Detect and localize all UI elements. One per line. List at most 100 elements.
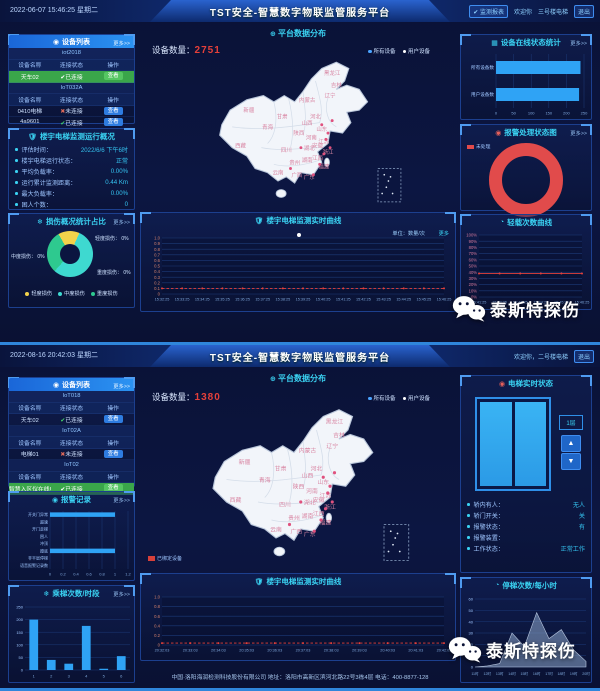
svg-text:云南: 云南: [270, 525, 282, 533]
device-name: 智慧入区仪在线电梯: [9, 486, 51, 493]
svg-text:贵州: 贵州: [288, 514, 300, 522]
header-datetime: 2022-06-07 15:46:25 星期二: [10, 7, 98, 14]
svg-text:15:36:25: 15:36:25: [235, 298, 250, 302]
more-link[interactable]: 更多>>: [113, 384, 130, 390]
device-action-cell: 查看: [92, 415, 134, 424]
more-link[interactable]: 更多>>: [113, 220, 130, 226]
svg-text:湖南: 湖南: [302, 512, 314, 520]
elevator-down-button[interactable]: ▼: [561, 453, 581, 470]
legend-item: 中度损伤: [58, 290, 85, 297]
view-button[interactable]: 查看: [103, 118, 123, 127]
column-header: 连接状态: [59, 475, 84, 482]
svg-text:黑龙江: 黑龙江: [326, 417, 344, 425]
svg-text:超速: 超速: [40, 518, 48, 524]
more-link[interactable]: 更多>>: [570, 41, 587, 47]
legend-item: 重度损伤: [90, 290, 118, 297]
footer-company-info: 中国·洛阳海润检测科技股份有限公司 地址：洛阳市高新区滨河北路22号3栋4层 电…: [171, 675, 429, 681]
watermark: 泰斯特探伤: [452, 294, 580, 322]
rt-title: 楼宇电梯监测实时曲线: [266, 216, 342, 225]
more-link[interactable]: 更多>>: [113, 592, 130, 598]
nav-link[interactable]: ✔ 监测报表: [469, 4, 508, 18]
svg-text:0.8: 0.8: [154, 604, 160, 609]
realtime-curve-panel: 🛡 楼宇电梯监测实时曲线 1.0 0.8 0.6 0.4 0.2 0 20:32:03 20:…: [140, 573, 456, 661]
info-label: 工作状态：: [473, 546, 504, 553]
more-link[interactable]: 更多: [438, 231, 449, 237]
svg-text:河南: 河南: [306, 487, 318, 495]
nav-link[interactable]: 退出: [573, 349, 594, 363]
device-count-value: 2751: [194, 45, 221, 56]
device-action-cell: 查看: [92, 484, 134, 493]
svg-text:12时: 12时: [484, 671, 492, 676]
svg-text:山东: 山东: [316, 125, 327, 133]
svg-text:15:44:25: 15:44:25: [396, 298, 411, 302]
elevator-up-button[interactable]: ▲: [561, 435, 581, 452]
svg-text:0.7: 0.7: [154, 252, 160, 257]
wechat-icon: [448, 637, 482, 663]
nav-link[interactable]: 退出: [573, 4, 594, 18]
device-status: ✔已连接: [60, 417, 83, 424]
svg-text:18时: 18时: [558, 671, 566, 676]
nav-link[interactable]: 欢迎你: [513, 9, 532, 16]
globe-icon: ⊕: [269, 31, 276, 38]
svg-text:50%: 50%: [469, 264, 478, 269]
svg-text:50: 50: [469, 608, 474, 613]
info-label: 轿内有人：: [473, 502, 504, 509]
more-link[interactable]: 更多>>: [570, 131, 587, 137]
more-link[interactable]: 更多>>: [113, 41, 130, 47]
view-button[interactable]: 查看: [103, 106, 123, 115]
svg-text:0: 0: [21, 668, 24, 673]
svg-text:15:39:25: 15:39:25: [296, 298, 311, 302]
connected-icon: ✔: [60, 486, 66, 493]
svg-text:0: 0: [471, 665, 474, 670]
list-icon: ◉: [52, 381, 60, 389]
svg-text:江西: 江西: [312, 155, 323, 162]
info-row: 轿内有人： 无人: [461, 499, 591, 510]
donut-callout: 轻度损伤： 0%: [95, 236, 129, 242]
elevator-doors: [475, 397, 551, 491]
view-button[interactable]: 查看: [103, 484, 123, 493]
info-value: 无人: [572, 502, 585, 509]
watermark-text: 泰斯特探伤: [490, 300, 580, 320]
dashboard-top: 2022-06-07 15:46:25 星期二 TST安全-智慧数字物联监管服务…: [0, 0, 600, 345]
svg-text:0.9: 0.9: [154, 241, 160, 246]
info-value: 0: [124, 201, 128, 208]
info-row: 楼宇电梯运行状态： 正常: [9, 155, 134, 166]
svg-text:广东: 广东: [304, 530, 316, 538]
svg-text:13时: 13时: [496, 671, 504, 676]
device-columns-row: 设备名称 连接状态 操作: [9, 59, 134, 71]
svg-text:广东: 广东: [304, 173, 315, 181]
nav-link[interactable]: 欢迎你，二号楼电梯: [513, 354, 568, 361]
svg-text:20:37:03: 20:37:03: [296, 649, 311, 653]
svg-text:0.8: 0.8: [99, 572, 105, 577]
svg-text:0.6: 0.6: [154, 258, 160, 263]
svg-text:山西: 山西: [302, 119, 313, 127]
donut-legend: 轻度损伤 中度损伤 重度损伤: [9, 290, 134, 297]
map-legend: 所有设备 用户设备: [368, 394, 430, 402]
more-link[interactable]: 更多>>: [113, 498, 130, 504]
column-header: 设备名称: [18, 406, 42, 413]
elevator-icon: ◉: [498, 380, 506, 388]
svg-text:开门走梯: 开门走梯: [32, 526, 48, 532]
bullet-dot: [15, 148, 18, 151]
svg-text:福建: 福建: [320, 519, 332, 527]
svg-text:17时: 17时: [545, 671, 553, 676]
svg-text:1: 1: [33, 674, 36, 679]
view-button[interactable]: 查看: [103, 449, 123, 458]
nav-link[interactable]: 三号楼电梯: [537, 9, 568, 16]
device-action-cell: 查看: [92, 449, 134, 458]
svg-text:19时: 19时: [570, 671, 578, 676]
info-row: 最大负载率： 0.00%: [9, 188, 134, 199]
view-button[interactable]: 查看: [103, 415, 123, 424]
realtime-line-chart: 1.0 0.8 0.6 0.4 0.2 020:32:03 20:33:03 20:34:03…: [154, 595, 451, 653]
svg-text:0: 0: [158, 292, 161, 297]
connected-icon: ✔: [60, 417, 66, 424]
svg-text:20:38:03: 20:38:03: [324, 649, 339, 653]
bullet-dot: [15, 181, 18, 184]
info-value: 0.00%: [110, 190, 128, 197]
device-row: 0410电梯 ✖未连接 查看: [9, 106, 134, 117]
view-button[interactable]: 查看: [103, 72, 123, 81]
bullet-dot: [467, 547, 470, 550]
info-value: 0.00%: [110, 168, 128, 175]
svg-text:贵州: 贵州: [289, 158, 300, 166]
bullet-dot: [467, 503, 470, 506]
